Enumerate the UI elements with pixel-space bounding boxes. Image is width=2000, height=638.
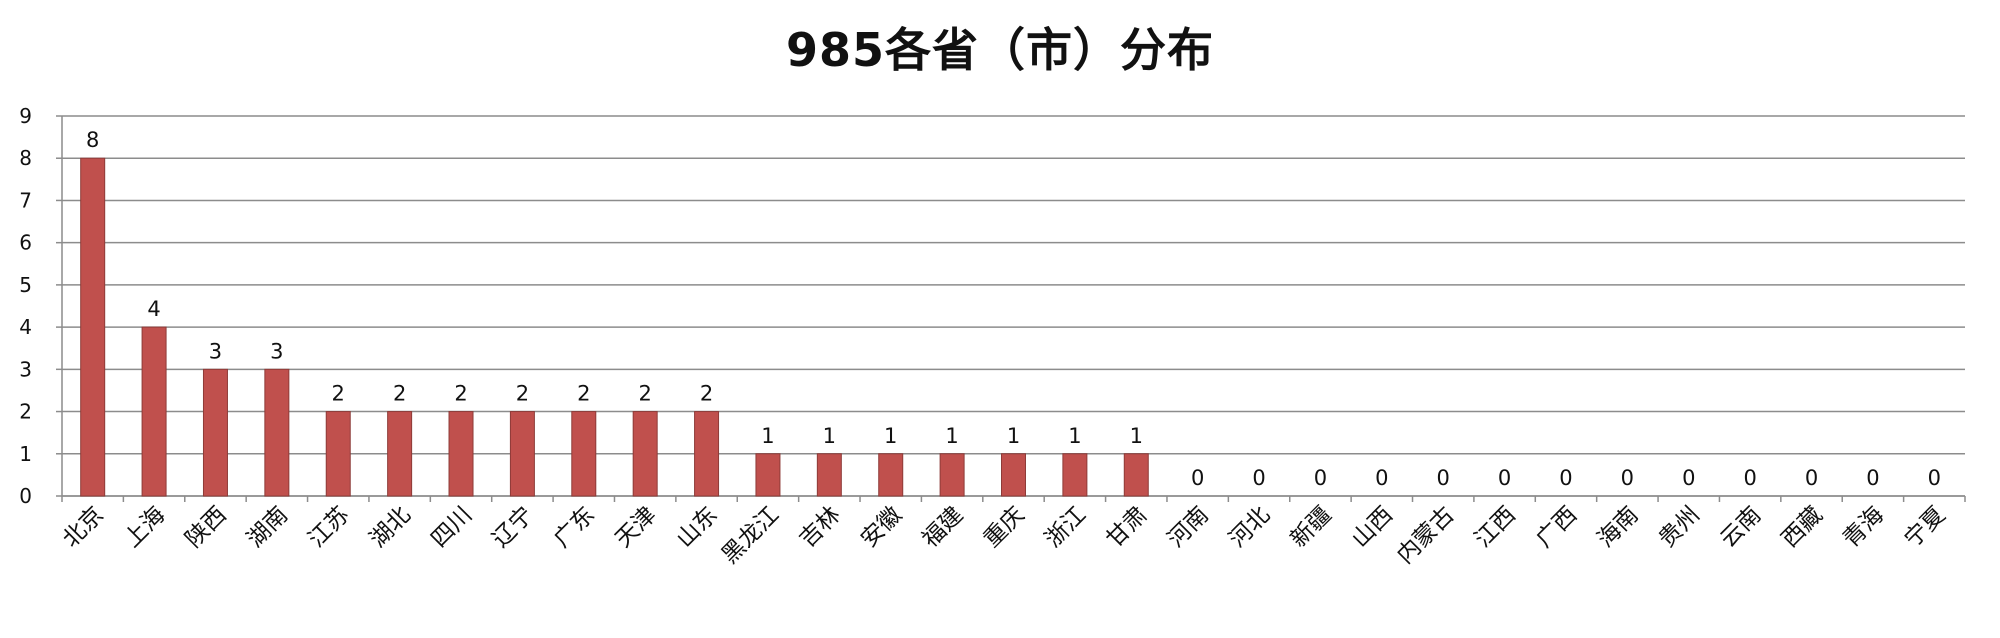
x-tick-label: 江西 <box>1470 502 1521 553</box>
y-tick-label: 3 <box>19 357 32 381</box>
chart-title: 985各省（市）分布 <box>785 23 1215 77</box>
bar <box>571 411 597 497</box>
x-tick-label: 青海 <box>1838 502 1889 553</box>
y-tick-label: 2 <box>19 400 32 424</box>
x-tick-label: 山东 <box>672 502 723 553</box>
x-tick-label: 贵州 <box>1654 502 1705 553</box>
x-tick-label: 天津 <box>611 502 662 553</box>
x-tick-label: 河南 <box>1163 502 1214 553</box>
y-tick-label: 5 <box>19 273 32 297</box>
y-tick-label: 4 <box>19 315 32 339</box>
bar <box>141 326 167 497</box>
data-label: 1 <box>884 424 897 448</box>
bar <box>755 453 781 497</box>
x-tick-label: 江苏 <box>304 502 355 553</box>
data-label: 2 <box>577 382 590 406</box>
data-label: 0 <box>1191 466 1204 490</box>
x-tick-label: 云南 <box>1715 502 1766 553</box>
bar <box>387 411 413 497</box>
data-label: 8 <box>86 128 99 152</box>
data-label: 0 <box>1559 466 1572 490</box>
data-label: 3 <box>270 339 283 363</box>
x-tick-label: 海南 <box>1593 502 1644 553</box>
x-tick-label: 甘肃 <box>1102 502 1153 553</box>
data-label: 2 <box>393 382 406 406</box>
x-tick-label: 吉林 <box>795 502 846 553</box>
bar <box>694 411 720 497</box>
x-tick-label: 浙江 <box>1040 502 1091 553</box>
bar <box>1123 453 1149 497</box>
x-tick-label: 广东 <box>549 502 600 553</box>
x-tick-label: 福建 <box>917 502 968 553</box>
data-label: 0 <box>1682 466 1695 490</box>
data-label: 1 <box>1068 424 1081 448</box>
bar <box>509 411 535 497</box>
x-tick-label: 四川 <box>426 502 477 553</box>
x-tick-label: 重庆 <box>979 502 1030 553</box>
bar <box>325 411 351 497</box>
x-tick-label: 上海 <box>119 502 170 553</box>
y-tick-label: 6 <box>19 231 32 255</box>
x-tick-label: 河北 <box>1224 502 1275 553</box>
data-label: 1 <box>1007 424 1020 448</box>
x-tick-label: 山西 <box>1347 502 1398 553</box>
x-tick-label: 内蒙古 <box>1392 502 1459 569</box>
x-tick-label: 陕西 <box>181 502 232 553</box>
data-label: 0 <box>1498 466 1511 490</box>
data-label: 4 <box>147 297 160 321</box>
x-tick-label: 新疆 <box>1286 502 1337 553</box>
bar <box>1001 453 1026 497</box>
data-label: 1 <box>945 424 958 448</box>
data-label: 3 <box>209 339 222 363</box>
x-tick-label: 广西 <box>1531 502 1582 553</box>
data-label: 2 <box>332 382 345 406</box>
x-tick-label: 安徽 <box>856 502 907 553</box>
x-tick-label: 湖北 <box>365 502 416 553</box>
data-label: 2 <box>454 382 467 406</box>
x-tick-label: 湖南 <box>242 502 293 553</box>
data-label: 1 <box>761 424 774 448</box>
data-label: 0 <box>1743 466 1756 490</box>
x-tick-label: 黑龙江 <box>717 502 784 569</box>
bar <box>264 368 290 497</box>
bar <box>1062 453 1088 497</box>
bar <box>878 453 904 497</box>
data-label: 0 <box>1375 466 1388 490</box>
x-tick-label: 西藏 <box>1777 502 1828 553</box>
data-label: 1 <box>1130 424 1143 448</box>
data-label: 0 <box>1805 466 1818 490</box>
data-label: 2 <box>638 382 651 406</box>
data-label: 0 <box>1621 466 1634 490</box>
y-tick-label: 7 <box>19 188 32 212</box>
y-tick-label: 8 <box>19 146 32 170</box>
data-label: 0 <box>1437 466 1450 490</box>
y-tick-label: 9 <box>19 104 32 128</box>
bar <box>448 411 474 497</box>
bar <box>202 368 228 497</box>
bar <box>80 157 106 497</box>
bar <box>816 453 842 497</box>
x-tick-label: 北京 <box>58 502 109 553</box>
y-tick-label: 0 <box>19 484 32 508</box>
data-label: 0 <box>1252 466 1265 490</box>
bar <box>632 411 658 497</box>
data-label: 0 <box>1866 466 1879 490</box>
x-tick-label: 辽宁 <box>488 502 539 553</box>
x-tick-label: 宁夏 <box>1900 502 1951 553</box>
bar <box>939 453 965 497</box>
data-label: 2 <box>700 382 713 406</box>
data-label: 1 <box>823 424 836 448</box>
y-tick-label: 1 <box>19 442 32 466</box>
data-label: 0 <box>1928 466 1941 490</box>
data-label: 0 <box>1314 466 1327 490</box>
data-label: 2 <box>516 382 529 406</box>
